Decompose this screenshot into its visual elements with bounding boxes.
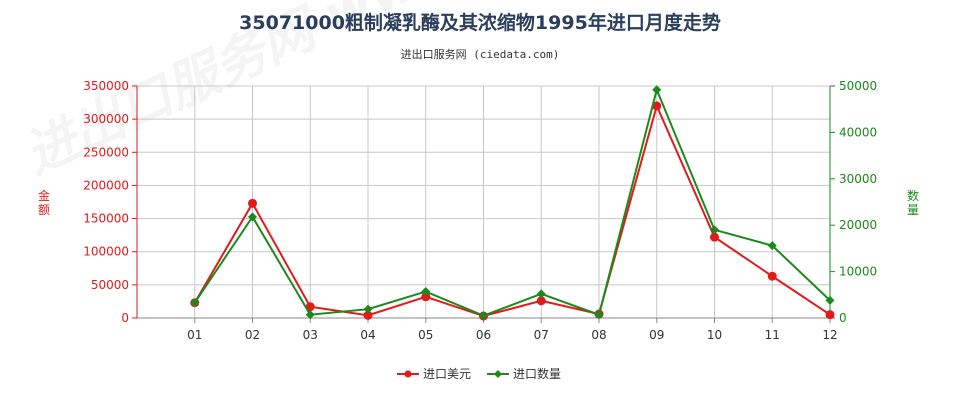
- grid-layer: [136, 85, 831, 319]
- data-point-quantity: [363, 304, 373, 314]
- y-left-tick-label: 300000: [83, 112, 129, 126]
- x-tick-label: 08: [591, 328, 606, 342]
- legend-label: 进口数量: [513, 366, 561, 381]
- data-point-quantity: [767, 241, 777, 251]
- data-point-amount: [767, 271, 777, 281]
- data-point-amount: [421, 292, 431, 302]
- axes-layer: 0500001000001500002000002500003000003500…: [38, 79, 919, 342]
- data-point-quantity: [248, 212, 257, 222]
- data-point-quantity: [536, 289, 546, 299]
- x-tick-label: 12: [822, 328, 837, 342]
- legend-label: 进口美元: [423, 367, 471, 381]
- y-left-tick-label: 100000: [83, 245, 129, 259]
- x-tick-label: 01: [187, 328, 202, 342]
- y-left-tick-label: 150000: [83, 212, 129, 226]
- data-point-quantity: [594, 310, 604, 320]
- x-tick-label: 04: [360, 328, 375, 342]
- y-left-axis-title: 额: [38, 203, 50, 217]
- chart-subtitle: 进出口服务网 (ciedata.com): [400, 48, 560, 61]
- legend-marker: [494, 370, 502, 378]
- y-left-tick-label: 50000: [91, 278, 129, 292]
- data-point-quantity: [652, 85, 662, 95]
- data-point-quantity: [825, 295, 835, 305]
- data-point-quantity: [710, 225, 719, 235]
- legend-layer: 进口美元 进口数量: [397, 366, 561, 381]
- y-right-axis-title: 量: [907, 203, 919, 217]
- data-point-amount: [710, 232, 719, 242]
- y-right-tick-label: 30000: [839, 172, 877, 186]
- series-layer: [190, 85, 835, 321]
- data-point-amount: [825, 310, 835, 320]
- y-left-tick-label: 250000: [83, 145, 129, 159]
- y-right-tick-label: 50000: [839, 79, 877, 93]
- y-left-axis-title: 金: [38, 188, 50, 203]
- y-left-tick-label: 350000: [83, 79, 129, 93]
- y-left-tick-label: 0: [121, 311, 129, 325]
- data-point-quantity: [421, 287, 431, 297]
- x-tick-label: 05: [418, 328, 433, 342]
- series-line-quantity: [193, 86, 831, 317]
- x-tick-label: 07: [534, 328, 549, 342]
- x-tick-label: 06: [476, 328, 491, 342]
- data-point-amount: [652, 101, 662, 111]
- legend-marker: [404, 370, 412, 378]
- x-tick-label: 09: [649, 328, 664, 342]
- data-point-amount: [363, 310, 373, 320]
- x-tick-label: 11: [765, 328, 780, 342]
- y-right-tick-label: 10000: [839, 265, 877, 279]
- y-right-tick-label: 40000: [839, 125, 877, 139]
- data-point-amount: [248, 198, 257, 208]
- series-line-amount: [193, 102, 831, 318]
- y-right-tick-label: 20000: [839, 218, 877, 232]
- x-tick-label: 02: [245, 328, 260, 342]
- y-right-axis-title: 数: [907, 188, 919, 203]
- chart-title: 35071000粗制凝乳酶及其浓缩物1995年进口月度走势: [239, 12, 721, 34]
- data-point-amount: [536, 296, 546, 306]
- data-point-quantity: [479, 311, 488, 321]
- data-point-quantity: [305, 310, 315, 320]
- y-right-tick-label: 0: [839, 311, 847, 325]
- y-left-tick-label: 200000: [83, 178, 129, 192]
- x-tick-label: 10: [707, 328, 722, 342]
- data-point-quantity: [190, 298, 200, 308]
- x-tick-label: 03: [303, 328, 318, 342]
